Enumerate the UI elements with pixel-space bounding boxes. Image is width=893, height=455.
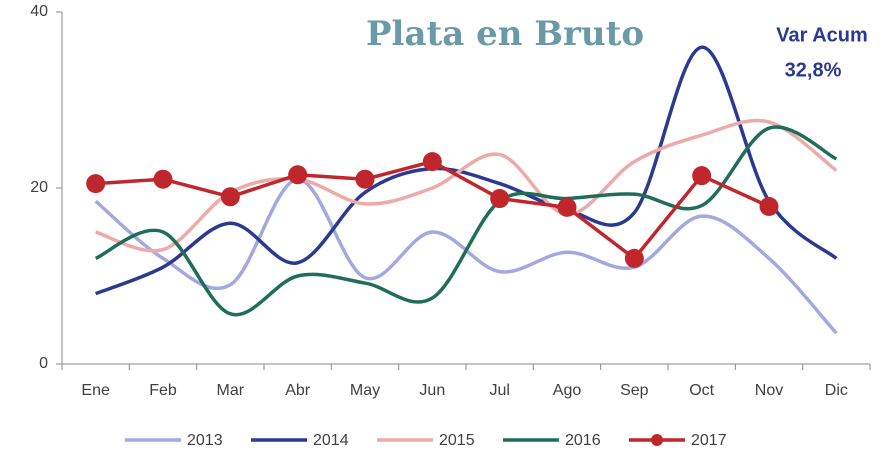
x-tick-label: Dic <box>825 382 848 399</box>
y-tick-label: 20 <box>30 179 48 196</box>
legend-label: 2017 <box>691 432 727 449</box>
x-tick-label: Sep <box>620 382 649 399</box>
x-tick-label: Nov <box>755 382 783 399</box>
series-line <box>95 45 838 296</box>
point-marker <box>422 152 442 172</box>
point-marker <box>624 248 644 268</box>
series-line <box>95 159 770 261</box>
y-tick-label: 40 <box>30 3 48 20</box>
x-tick-label: Ene <box>81 382 110 399</box>
chart-title: Plata en Bruto <box>366 14 644 54</box>
x-tick-label: Mar <box>217 382 245 399</box>
series-line <box>94 125 838 317</box>
point-marker <box>490 189 510 209</box>
x-tick-label: Jul <box>489 382 509 399</box>
point-marker <box>153 169 173 189</box>
legend-marker <box>651 434 663 446</box>
legend-label: 2015 <box>439 432 475 449</box>
legend-label: 2013 <box>187 432 223 449</box>
y-tick-label: 0 <box>39 355 48 372</box>
series-line <box>94 177 838 335</box>
x-tick-label: May <box>350 382 380 399</box>
legend-label: 2016 <box>565 432 601 449</box>
x-tick-label: Feb <box>149 382 177 399</box>
x-tick-label: Abr <box>285 382 311 399</box>
x-tick-label: Ago <box>553 382 582 399</box>
point-marker <box>288 165 308 185</box>
point-marker <box>220 187 240 207</box>
point-marker <box>557 197 577 217</box>
legend-label: 2014 <box>313 432 349 449</box>
x-tick-label: Oct <box>689 382 714 399</box>
x-tick-label: Jun <box>419 382 445 399</box>
point-marker <box>86 174 106 194</box>
point-marker <box>355 169 375 189</box>
point-marker <box>692 166 712 186</box>
annotation: 32,8% <box>785 59 842 81</box>
annotation: Var Acum <box>776 24 868 46</box>
point-marker <box>759 196 779 216</box>
